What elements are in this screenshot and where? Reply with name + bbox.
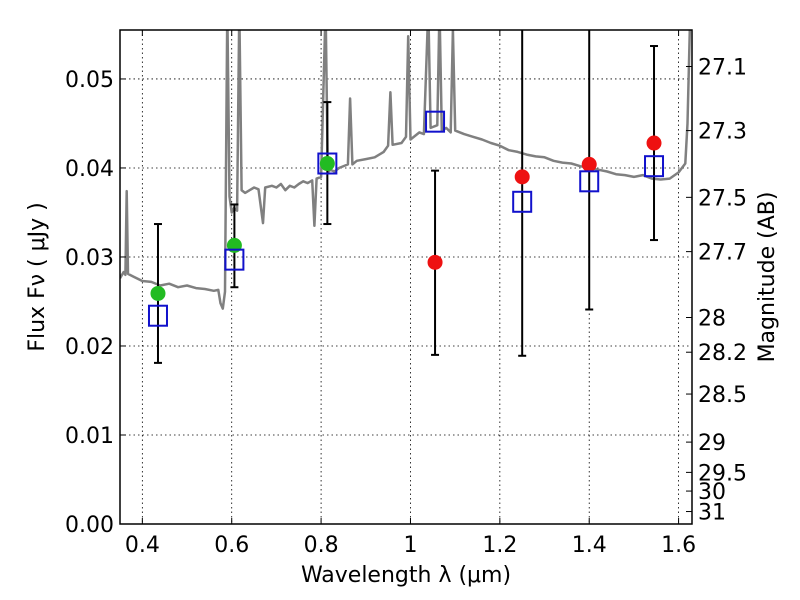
model-point [425,110,446,133]
right-tick-label: 28.2 [698,341,747,366]
spectrum-line [120,30,692,310]
model-point [317,152,338,175]
right-tick-label: 30 [698,480,726,505]
data-point [150,285,166,301]
y-tick-label: 0.03 [65,246,114,271]
right-tick-label: 27.5 [698,186,747,211]
right-tick-label: 29 [698,431,726,456]
data-point [226,237,242,253]
right-tick-label: 27.7 [698,241,747,266]
right-tick-label: 29.5 [698,461,747,486]
spectrum-layer [120,30,692,310]
y-tick-label: 0.00 [65,513,114,538]
model-point [224,248,245,271]
x-tick-label: 1 [403,533,417,558]
x-tick-label: 1.2 [482,533,517,558]
x-axis-label: Wavelength λ (μm) [301,563,511,588]
y-tick-label: 0.04 [65,157,114,182]
x-tick-label: 0.6 [214,533,249,558]
y-tick-label: 0.05 [65,68,114,93]
y-axis-label: Flux Fν ( μJy ) [25,202,50,351]
y-tick-label: 0.02 [65,335,114,360]
plot-frame [119,29,693,525]
data-point [646,135,662,151]
right-tick-label: 28.5 [698,383,747,408]
y-axis-right-label: Magnitude (AB) [755,192,780,363]
x-tick-label: 1.4 [572,533,607,558]
right-tick-label: 28 [698,306,726,331]
data-point [319,156,335,172]
model-point [147,304,168,327]
right-tick-label: 31 [698,501,726,526]
model-point [512,190,533,213]
axis-ticks: 0.4 0.6 0.8 1 1.2 1.4 1.6 0.00 0.01 0.02 0.03 0.04 0… [65,30,747,558]
data-point [427,254,443,270]
marker-layer [147,110,665,327]
right-tick-label: 27.3 [698,120,747,145]
data-point [581,156,597,172]
right-tick-label: 27.1 [698,55,747,80]
model-point [579,170,600,193]
model-point [644,155,665,178]
x-tick-label: 1.6 [661,533,696,558]
data-point [514,169,530,185]
y-tick-label: 0.01 [65,424,114,449]
x-tick-label: 0.8 [304,533,339,558]
x-tick-label: 0.4 [125,533,160,558]
